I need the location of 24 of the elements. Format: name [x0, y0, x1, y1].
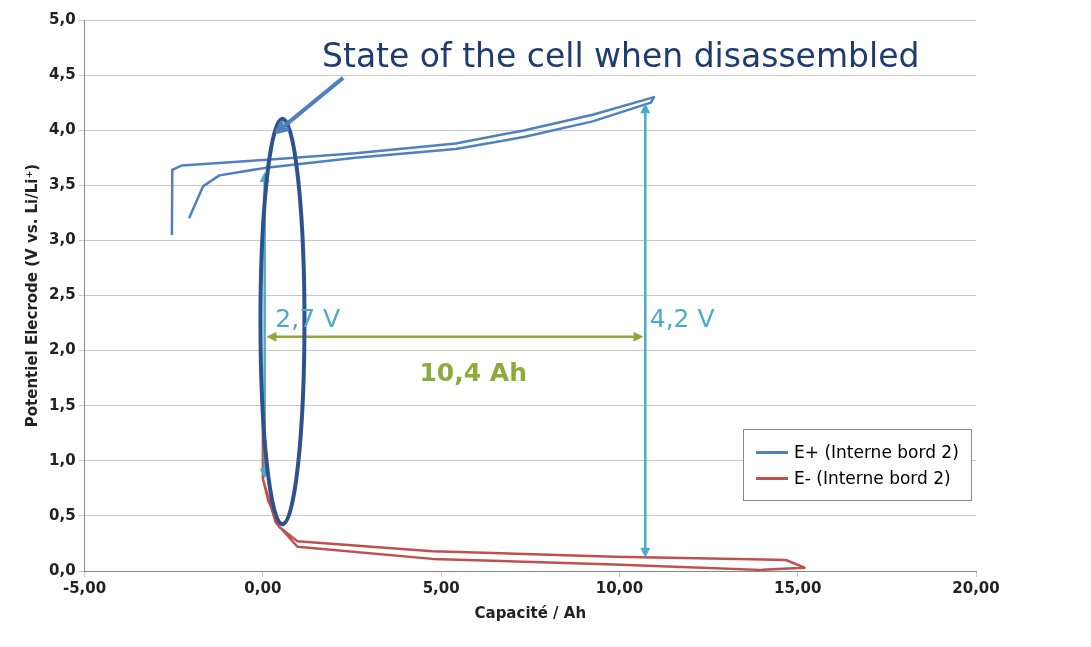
y-axis-title: Potentiel Elecrode (V vs. Li/Li⁺) — [22, 163, 41, 428]
x-tick-label: 5,00 — [422, 578, 460, 597]
y-tick-label: 4,0 — [48, 120, 76, 139]
x-tick-label: 15,00 — [773, 578, 822, 597]
legend-label: E- (Interne bord 2) — [794, 468, 951, 488]
y-tick-label: 3,5 — [48, 175, 76, 194]
annotation: 10,4 Ah — [419, 357, 528, 387]
y-tick-label: 3,0 — [48, 230, 76, 249]
y-tick-label: 1,0 — [48, 450, 76, 469]
annotation: State of the cell when disassembled — [322, 36, 920, 75]
x-tick-label: 0,00 — [244, 578, 282, 597]
x-tick-label: -5,00 — [62, 578, 107, 597]
y-tick-label: 2,5 — [48, 285, 76, 304]
x-tick-label: 10,00 — [595, 578, 644, 597]
annotation: 4,2 V — [649, 303, 715, 333]
y-tick-label: 0,5 — [48, 505, 76, 524]
x-axis-title: Capacité / Ah — [474, 603, 587, 622]
legend-label: E+ (Interne bord 2) — [794, 442, 959, 462]
x-tick-label: 20,00 — [952, 578, 1000, 597]
y-tick-label: 2,0 — [48, 340, 76, 359]
y-tick-label: 0,0 — [48, 560, 76, 579]
y-tick-label: 1,5 — [48, 395, 76, 414]
y-tick-label: 4,5 — [48, 64, 76, 83]
y-tick-label: 5,0 — [48, 9, 76, 28]
